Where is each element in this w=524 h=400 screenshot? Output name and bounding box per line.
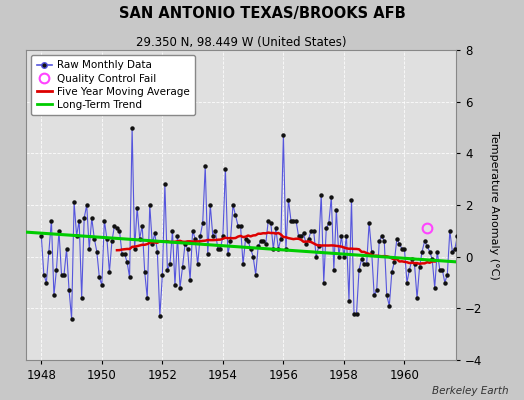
Title: 29.350 N, 98.449 W (United States): 29.350 N, 98.449 W (United States) <box>136 36 346 49</box>
Text: Berkeley Earth: Berkeley Earth <box>432 386 508 396</box>
Y-axis label: Temperature Anomaly (°C): Temperature Anomaly (°C) <box>489 131 499 279</box>
Text: SAN ANTONIO TEXAS/BROOKS AFB: SAN ANTONIO TEXAS/BROOKS AFB <box>118 6 406 21</box>
Legend: Raw Monthly Data, Quality Control Fail, Five Year Moving Average, Long-Term Tren: Raw Monthly Data, Quality Control Fail, … <box>31 55 195 115</box>
